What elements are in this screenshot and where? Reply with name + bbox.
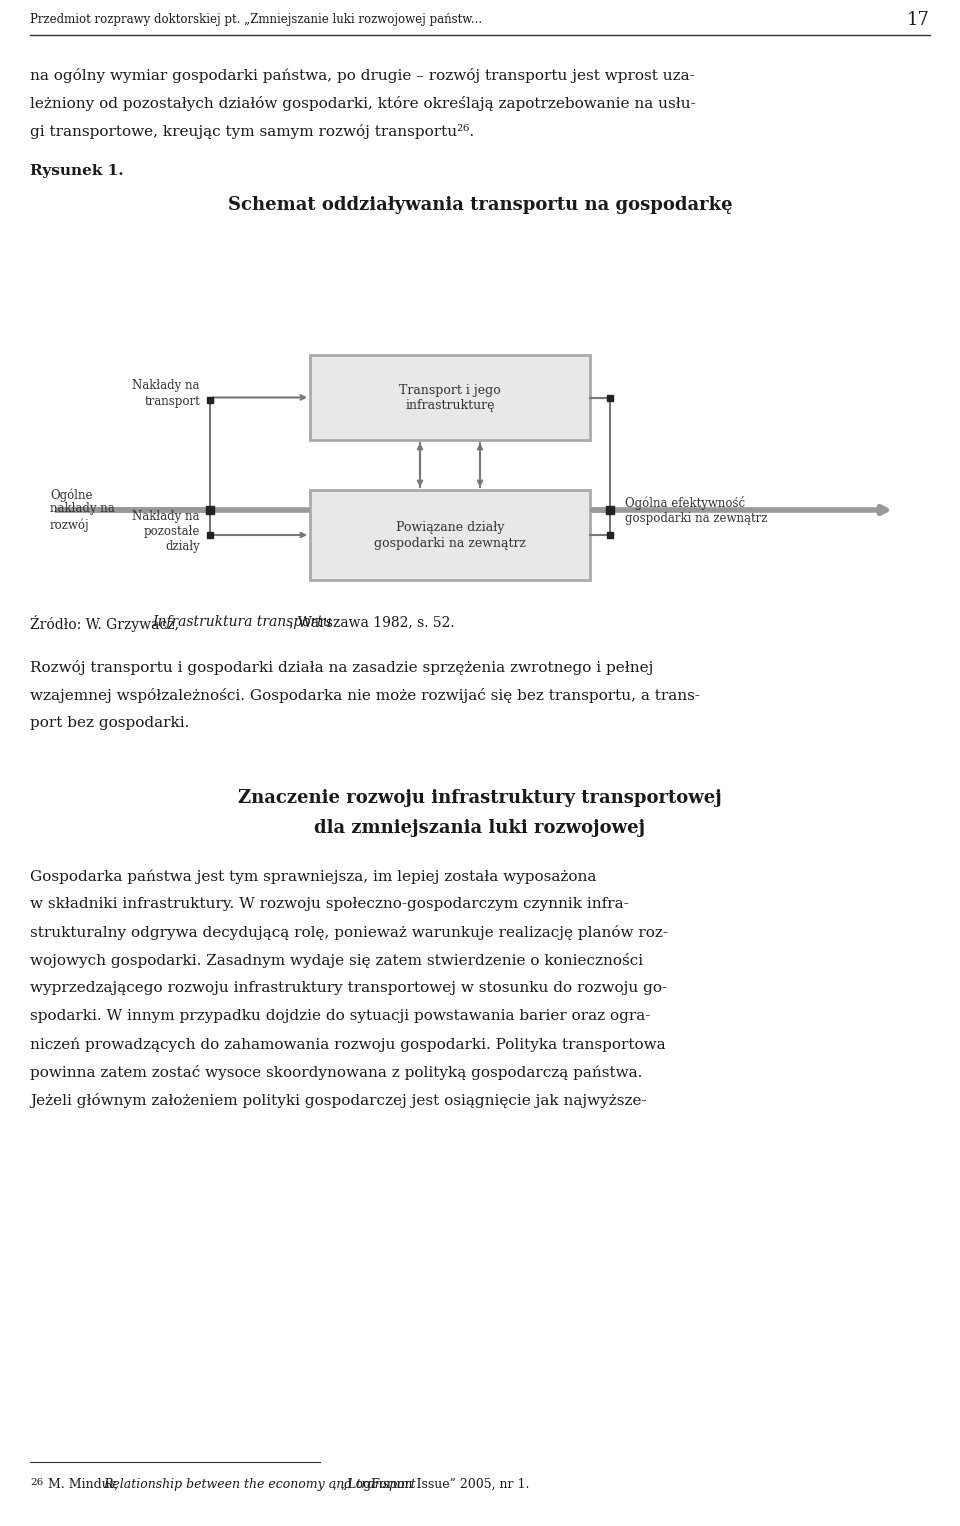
Text: transport: transport — [144, 395, 200, 407]
Text: Powiązane działy: Powiązane działy — [396, 522, 504, 534]
Text: Jeżeli głównym założeniem polityki gospodarczej jest osiągnięcie jak najwyższe-: Jeżeli głównym założeniem polityki gospo… — [30, 1093, 647, 1108]
Text: działy: działy — [165, 540, 200, 552]
Text: Ogólna efektywność: Ogólna efektywność — [625, 496, 745, 510]
Text: gospodarki na zewnątrz: gospodarki na zewnątrz — [374, 537, 526, 549]
Text: Ogólne: Ogólne — [50, 488, 92, 502]
Text: port bez gospodarki.: port bez gospodarki. — [30, 716, 189, 729]
Text: Schemat oddziaływania transportu na gospodarkę: Schemat oddziaływania transportu na gosp… — [228, 195, 732, 214]
Text: infrastrukturę: infrastrukturę — [405, 398, 494, 412]
Bar — [310, 356, 590, 439]
Text: Źródło: W. Grzywacz,: Źródło: W. Grzywacz, — [30, 615, 183, 632]
Text: Rozwój transportu i gospodarki działa na zasadzie sprzężenia zwrotnego i pełnej: Rozwój transportu i gospodarki działa na… — [30, 661, 654, 674]
Text: Przedmiot rozprawy doktorskiej pt. „Zmniejszanie luki rozwojowej państw...: Przedmiot rozprawy doktorskiej pt. „Zmni… — [30, 14, 482, 26]
Text: Transport i jego: Transport i jego — [399, 385, 501, 397]
Text: , Warszawa 1982, s. 52.: , Warszawa 1982, s. 52. — [289, 615, 455, 629]
Text: M. Mindur,: M. Mindur, — [48, 1479, 122, 1491]
Text: wzajemnej współzależności. Gospodarka nie może rozwijać się bez transportu, a tr: wzajemnej współzależności. Gospodarka ni… — [30, 688, 700, 703]
Text: Relationship between the economy and transport: Relationship between the economy and tra… — [103, 1479, 416, 1491]
Text: , „LogForum Issue” 2005, nr 1.: , „LogForum Issue” 2005, nr 1. — [333, 1479, 529, 1491]
Text: 26: 26 — [30, 1479, 43, 1486]
Text: niczeń prowadzących do zahamowania rozwoju gospodarki. Polityka transportowa: niczeń prowadzących do zahamowania rozwo… — [30, 1038, 665, 1051]
Text: w składniki infrastruktury. W rozwoju społeczno-gospodarczym czynnik infra-: w składniki infrastruktury. W rozwoju sp… — [30, 897, 629, 911]
Text: strukturalny odgrywa decydującą rolę, ponieważ warunkuje realizację planów roz-: strukturalny odgrywa decydującą rolę, po… — [30, 925, 668, 940]
Text: Znaczenie rozwoju infrastruktury transportowej: Znaczenie rozwoju infrastruktury transpo… — [238, 789, 722, 807]
Text: Nakłady na: Nakłady na — [132, 380, 200, 392]
Text: nakłady na: nakłady na — [50, 502, 115, 514]
Text: Rysunek 1.: Rysunek 1. — [30, 163, 124, 179]
Text: pozostałe: pozostałe — [144, 525, 200, 539]
Text: wyprzedzającego rozwoju infrastruktury transportowej w stosunku do rozwoju go-: wyprzedzającego rozwoju infrastruktury t… — [30, 981, 667, 995]
Text: rozwój: rozwój — [50, 517, 89, 531]
Text: wojowych gospodarki. Zasadnym wydaje się zatem stwierdzenie o konieczności: wojowych gospodarki. Zasadnym wydaje się… — [30, 954, 643, 967]
Text: 17: 17 — [907, 11, 930, 29]
Text: spodarki. W innym przypadku dojdzie do sytuacji powstawania barier oraz ogra-: spodarki. W innym przypadku dojdzie do s… — [30, 1009, 650, 1022]
Text: Nakłady na: Nakłady na — [132, 510, 200, 523]
Text: Infrastruktura transportu: Infrastruktura transportu — [152, 615, 331, 629]
Text: dla zmniejszania luki rozwojowej: dla zmniejszania luki rozwojowej — [315, 819, 645, 836]
Text: powinna zatem zostać wysoce skoordynowana z polityką gospodarczą państwa.: powinna zatem zostać wysoce skoordynowan… — [30, 1065, 642, 1080]
Text: Gospodarka państwa jest tym sprawniejsza, im lepiej została wyposażona: Gospodarka państwa jest tym sprawniejsza… — [30, 868, 596, 884]
Text: leżniony od pozostałych działów gospodarki, które określają zapotrzebowanie na u: leżniony od pozostałych działów gospodar… — [30, 96, 696, 111]
Text: na ogólny wymiar gospodarki państwa, po drugie – rozwój transportu jest wprost u: na ogólny wymiar gospodarki państwa, po … — [30, 69, 695, 82]
Text: gi transportowe, kreując tym samym rozwój transportu²⁶.: gi transportowe, kreując tym samym rozwó… — [30, 124, 474, 139]
Text: gospodarki na zewnątrz: gospodarki na zewnątrz — [625, 513, 767, 525]
Bar — [310, 490, 590, 580]
